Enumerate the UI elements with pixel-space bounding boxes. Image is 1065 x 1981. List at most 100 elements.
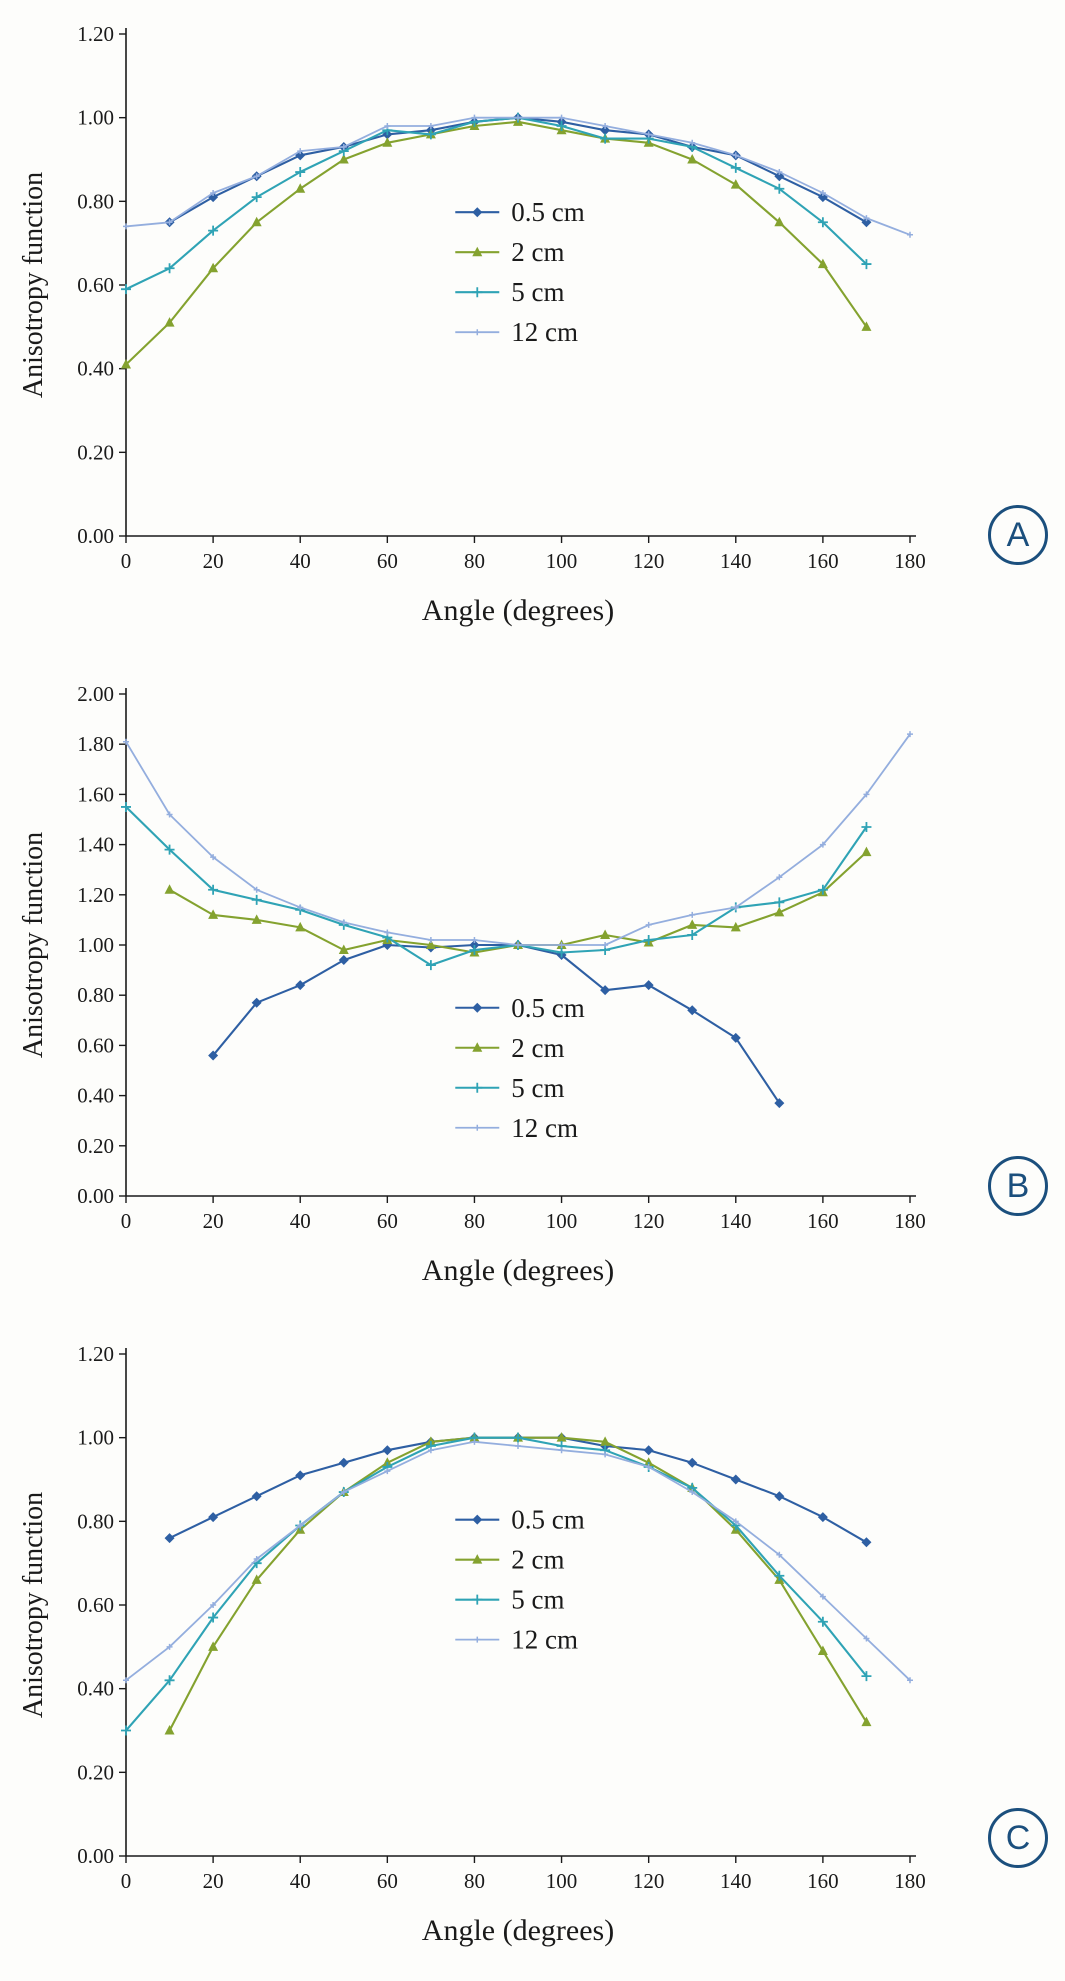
x-tick-labels: 0 20 40 60 80 100 120 140 160 180 [121,1196,926,1233]
panel-label-c: C [988,1808,1048,1868]
chart-a: 0.00 0.20 0.40 0.60 0.80 1.00 1.20 0 20 40 60 80 100… [18,22,926,627]
y-tick-label: 0.40 [77,1084,114,1108]
x-tick-label: 120 [633,1869,665,1893]
marker-triangle [730,179,741,189]
x-tick-label: 80 [464,549,485,573]
marker-diamond [643,980,654,991]
y-tick-label: 1.00 [77,1426,114,1450]
marker-triangle [251,914,262,924]
marker-diamond [338,955,349,966]
x-tick-label: 20 [203,1209,224,1233]
marker-diamond [338,1457,349,1468]
marker-plus [643,934,654,945]
marker-plus [861,1671,872,1682]
marker-plus-small [471,114,478,121]
marker-plus [164,844,175,855]
marker-diamond [600,125,611,136]
marker-plus-small [427,936,434,943]
x-tick-label: 0 [121,1209,132,1233]
marker-triangle [817,1645,828,1656]
x-axis-title: Angle (degrees) [422,594,614,627]
marker-triangle [164,317,175,327]
marker-triangle [774,216,785,227]
marker-plus-small [297,904,304,911]
marker-plus [251,894,262,905]
marker-diamond [295,980,306,991]
marker-plus-small [602,123,609,130]
legend-item-label: 0.5 cm [511,1505,585,1535]
marker-plus-small [123,738,129,745]
marker-diamond [295,1470,306,1481]
marker-diamond [472,1514,483,1525]
marker-plus-small [863,791,870,798]
marker-plus-small [776,1551,783,1558]
legend: 0.5 cm 2 cm 5 cm 12 cm [455,993,585,1143]
x-tick-label: 40 [290,1869,311,1893]
marker-plus [295,167,306,178]
marker-plus [556,121,567,132]
y-tick-label: 0.00 [77,524,114,548]
marker-plus [121,1725,131,1736]
marker-plus-small [819,189,826,196]
marker-plus [861,259,872,270]
marker-plus-small [340,1489,347,1496]
y-tick-label: 0.60 [77,273,114,297]
series-2-cm [121,116,872,369]
legend-item-label: 2 cm [511,1033,564,1063]
marker-plus-small [474,329,481,336]
marker-plus [774,183,785,194]
marker-plus [208,884,219,895]
x-tick-labels: 0 20 40 60 80 100 120 140 160 180 [121,536,926,573]
panel-b: 0.00 0.20 0.40 0.60 0.80 1.00 1.20 1.40 1.60 1.80… [0,660,1065,1320]
x-tick-label: 160 [807,549,839,573]
marker-triangle [556,1432,567,1442]
marker-plus-small [732,152,739,159]
marker-diamond [251,997,262,1008]
axes [125,28,916,537]
series-line [169,851,868,954]
panel-label-c-text: C [1005,1819,1031,1857]
marker-triangle [687,154,698,164]
y-tick-label: 1.20 [77,883,114,907]
panel-a: 0.00 0.20 0.40 0.60 0.80 1.00 1.20 0 20 40 60 80 100… [0,0,1065,660]
y-tick-label: 0.40 [77,1677,114,1701]
x-tick-label: 120 [633,549,665,573]
marker-plus-small [732,904,739,911]
marker-plus-small [427,123,434,130]
marker-triangle [861,321,872,331]
marker-plus [817,884,828,895]
marker-diamond [861,1537,872,1548]
marker-plus-small [689,1489,696,1496]
legend-item-label: 2 cm [511,237,564,267]
marker-triangle [164,884,175,894]
x-tick-label: 80 [464,1209,485,1233]
legend: 0.5 cm 2 cm 5 cm 12 cm [455,197,585,347]
series-2-cm [164,1432,872,1735]
marker-plus-small [776,874,783,881]
y-tick-labels: 0.00 0.20 0.40 0.60 0.80 1.00 1.20 1.40 1.60 1.80… [77,682,126,1208]
series-5-cm [121,801,872,971]
marker-triangle [861,1716,872,1727]
y-tick-label: 0.00 [77,1844,114,1868]
marker-plus-small [558,942,565,948]
x-tick-label: 180 [894,1209,926,1233]
y-tick-label: 0.00 [77,1184,114,1208]
marker-diamond [208,1512,219,1523]
x-tick-label: 60 [377,1209,398,1233]
marker-diamond [472,1002,483,1013]
marker-plus-small [645,131,652,138]
marker-plus-small [471,1438,478,1445]
legend: 0.5 cm 2 cm 5 cm 12 cm [455,1505,585,1655]
y-tick-label: 1.20 [77,22,114,46]
marker-triangle [251,1574,262,1584]
marker-plus-small [384,929,391,936]
marker-plus-small [602,942,609,948]
y-axis-title: Anisotropy function [18,832,49,1058]
y-tick-label: 1.20 [77,1342,114,1366]
marker-triangle [295,921,306,932]
x-tick-label: 0 [121,549,132,573]
y-tick-label: 1.00 [77,933,114,957]
panel-label-a-text: A [1006,516,1030,554]
marker-plus-small [210,189,217,196]
marker-triangle [774,906,785,917]
